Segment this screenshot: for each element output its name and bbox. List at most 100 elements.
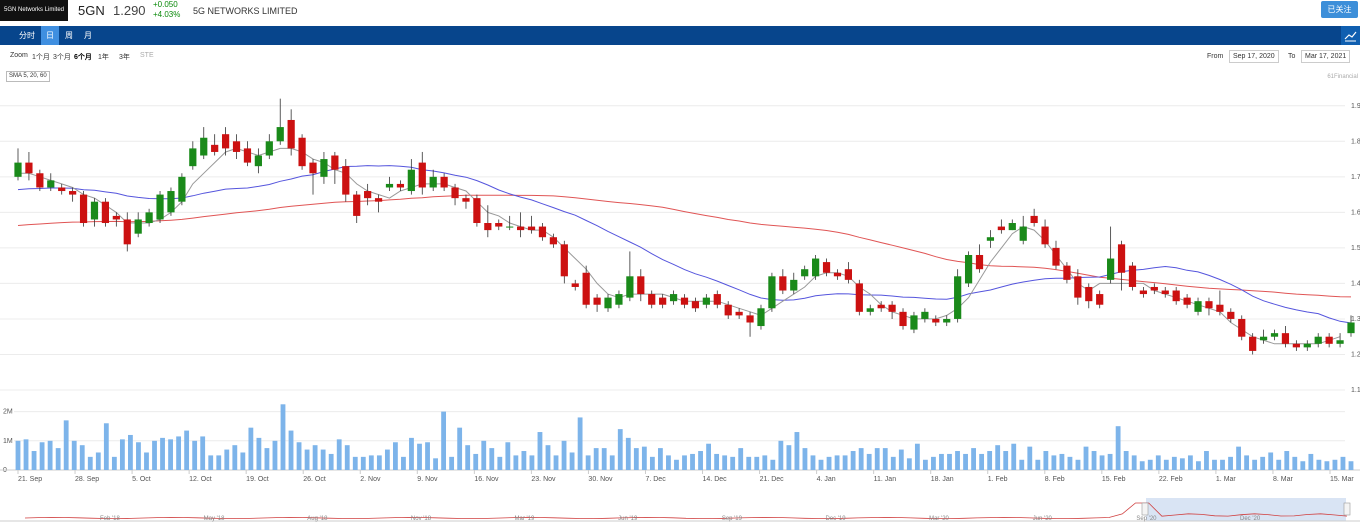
- candle-body: [265, 141, 273, 156]
- candle-body: [735, 311, 743, 316]
- volume-bar: [1163, 459, 1169, 470]
- zoom-3y[interactable]: 3年: [119, 54, 130, 61]
- price-change: +0.050 +4.03%: [153, 0, 180, 20]
- navigator-series: [24, 502, 1348, 520]
- change-value: +0.050: [153, 0, 178, 9]
- brand-watermark: 61Financial: [1327, 74, 1358, 80]
- tab-monthly[interactable]: 月: [84, 31, 92, 40]
- volume-bar: [160, 437, 165, 470]
- volume-bar: [497, 456, 503, 470]
- volume-bar: [754, 456, 760, 470]
- candle-body: [90, 201, 99, 220]
- tab-intraday[interactable]: 分时: [19, 31, 35, 40]
- zoom-3m[interactable]: 3个月: [53, 54, 71, 61]
- candle-body: [123, 219, 131, 245]
- candle-body: [1074, 276, 1082, 298]
- volume-bar: [633, 448, 639, 470]
- volume-bar: [1035, 459, 1041, 470]
- candle-body: [101, 201, 110, 224]
- candle-body: [156, 194, 164, 220]
- volume-bar: [609, 455, 615, 470]
- tab-daily[interactable]: 日: [41, 26, 59, 45]
- volume-bar: [874, 448, 880, 470]
- candle-body: [1030, 215, 1038, 224]
- candle-body: [451, 187, 459, 199]
- volume-bar: [513, 455, 519, 470]
- zoom-1m[interactable]: 1个月: [32, 54, 50, 61]
- candle-body: [659, 297, 667, 305]
- candle-body: [648, 294, 656, 305]
- candle-body: [943, 318, 951, 323]
- volume-bar: [457, 427, 463, 470]
- volume-bar: [144, 452, 149, 470]
- volume-bar: [1019, 459, 1025, 470]
- candle-body: [47, 180, 55, 188]
- volume-bar: [593, 448, 599, 470]
- volume-bar: [352, 456, 358, 470]
- indicator-legend[interactable]: SMA 5, 20, 60: [6, 71, 50, 82]
- navigator-handle-right[interactable]: [1343, 502, 1351, 516]
- candle-body: [1052, 247, 1060, 266]
- volume-bar: [1252, 459, 1258, 470]
- volume-bar: [1260, 456, 1266, 470]
- trend-chart-icon: [1344, 31, 1357, 42]
- candle-body: [812, 258, 820, 277]
- price-tick-label: 1.4: [1351, 280, 1360, 287]
- candle-body: [757, 308, 765, 327]
- volume-bar: [489, 448, 495, 470]
- candle-body: [615, 294, 623, 305]
- volume-bar: [963, 453, 968, 470]
- candle-body: [560, 244, 568, 277]
- candle-body: [484, 223, 492, 231]
- candle-body: [877, 304, 885, 309]
- ticker-symbol: 5GN: [78, 3, 105, 18]
- volume-bar: [730, 456, 736, 470]
- zoom-ste[interactable]: STE: [140, 52, 154, 59]
- candle-body: [746, 315, 754, 323]
- navigator-label: Sep '19: [722, 516, 743, 522]
- candle-body: [1325, 336, 1333, 344]
- zoom-1y[interactable]: 1年: [98, 54, 109, 61]
- chart-type-button[interactable]: [1341, 26, 1360, 45]
- candle-body: [680, 297, 689, 305]
- volume-bar: [473, 453, 479, 470]
- company-name: 5G NETWORKS LIMITED: [193, 6, 298, 16]
- candle-body: [309, 162, 317, 174]
- follow-button[interactable]: 已关注: [1321, 1, 1358, 18]
- candle-body: [1107, 258, 1115, 280]
- candle-body: [1008, 223, 1016, 231]
- candle-body: [462, 198, 470, 202]
- x-tick-label: 4. Jan: [817, 476, 836, 483]
- candle-body: [1249, 336, 1257, 351]
- tab-weekly[interactable]: 周: [65, 31, 73, 40]
- candle-body: [1238, 318, 1246, 337]
- volume-bar: [1115, 426, 1121, 470]
- x-tick-label: 22. Feb: [1159, 476, 1183, 483]
- candle-body: [385, 183, 394, 188]
- x-tick-label: 8. Feb: [1045, 476, 1065, 483]
- candle-body: [593, 297, 601, 305]
- candle-body: [1128, 265, 1137, 287]
- candle-body: [855, 283, 863, 312]
- navigator-handle-left[interactable]: [1141, 502, 1149, 516]
- candle-body: [1139, 290, 1148, 295]
- to-date-input[interactable]: Mar 17, 2021: [1301, 50, 1351, 63]
- candle-body: [527, 226, 536, 231]
- volume-bar: [641, 446, 647, 470]
- navigator-selection[interactable]: [1146, 498, 1346, 521]
- candle-body: [189, 148, 197, 167]
- volume-bar: [192, 440, 198, 470]
- candle-body: [702, 297, 710, 305]
- sma60-line: [17, 194, 1352, 298]
- zoom-6m[interactable]: 6个月: [74, 54, 92, 61]
- from-date-input[interactable]: Sep 17, 2020: [1229, 50, 1279, 63]
- candle-body: [1150, 286, 1158, 291]
- volume-bar: [304, 449, 310, 470]
- volume-bar: [1268, 452, 1274, 470]
- volume-bar: [433, 458, 438, 470]
- candle-body: [910, 315, 918, 330]
- volume-bar: [1220, 459, 1225, 470]
- volume-bar: [1204, 451, 1209, 470]
- navigator-label: Jun '19: [618, 516, 638, 522]
